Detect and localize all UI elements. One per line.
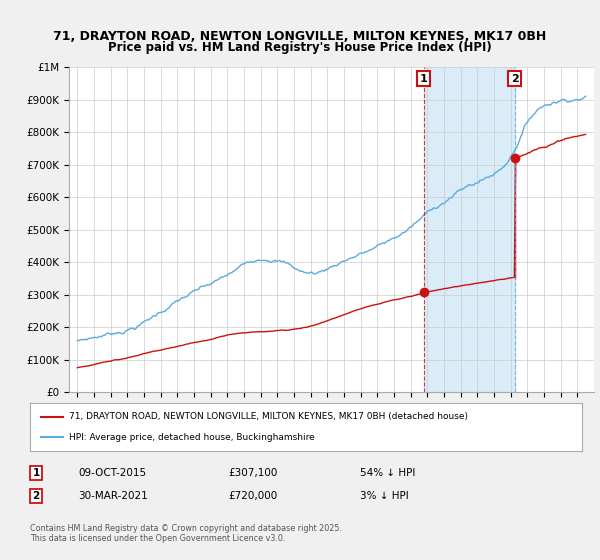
Bar [424,67,515,392]
Text: HPI: Average price, detached house, Buckinghamshire: HPI: Average price, detached house, Buck… [68,433,314,442]
Text: 1: 1 [419,73,427,83]
Text: 2: 2 [32,491,40,501]
Text: £720,000: £720,000 [228,491,277,501]
Text: 1: 1 [32,468,40,478]
Text: 3% ↓ HPI: 3% ↓ HPI [360,491,409,501]
Text: 71, DRAYTON ROAD, NEWTON LONGVILLE, MILTON KEYNES, MK17 0BH (detached house): 71, DRAYTON ROAD, NEWTON LONGVILLE, MILT… [68,412,467,421]
Text: 2: 2 [511,73,519,83]
Text: Price paid vs. HM Land Registry's House Price Index (HPI): Price paid vs. HM Land Registry's House … [108,41,492,54]
Text: Contains HM Land Registry data © Crown copyright and database right 2025.
This d: Contains HM Land Registry data © Crown c… [30,524,342,543]
Text: £307,100: £307,100 [228,468,277,478]
Text: 30-MAR-2021: 30-MAR-2021 [78,491,148,501]
Text: 71, DRAYTON ROAD, NEWTON LONGVILLE, MILTON KEYNES, MK17 0BH: 71, DRAYTON ROAD, NEWTON LONGVILLE, MILT… [53,30,547,43]
Text: 09-OCT-2015: 09-OCT-2015 [78,468,146,478]
Text: 54% ↓ HPI: 54% ↓ HPI [360,468,415,478]
